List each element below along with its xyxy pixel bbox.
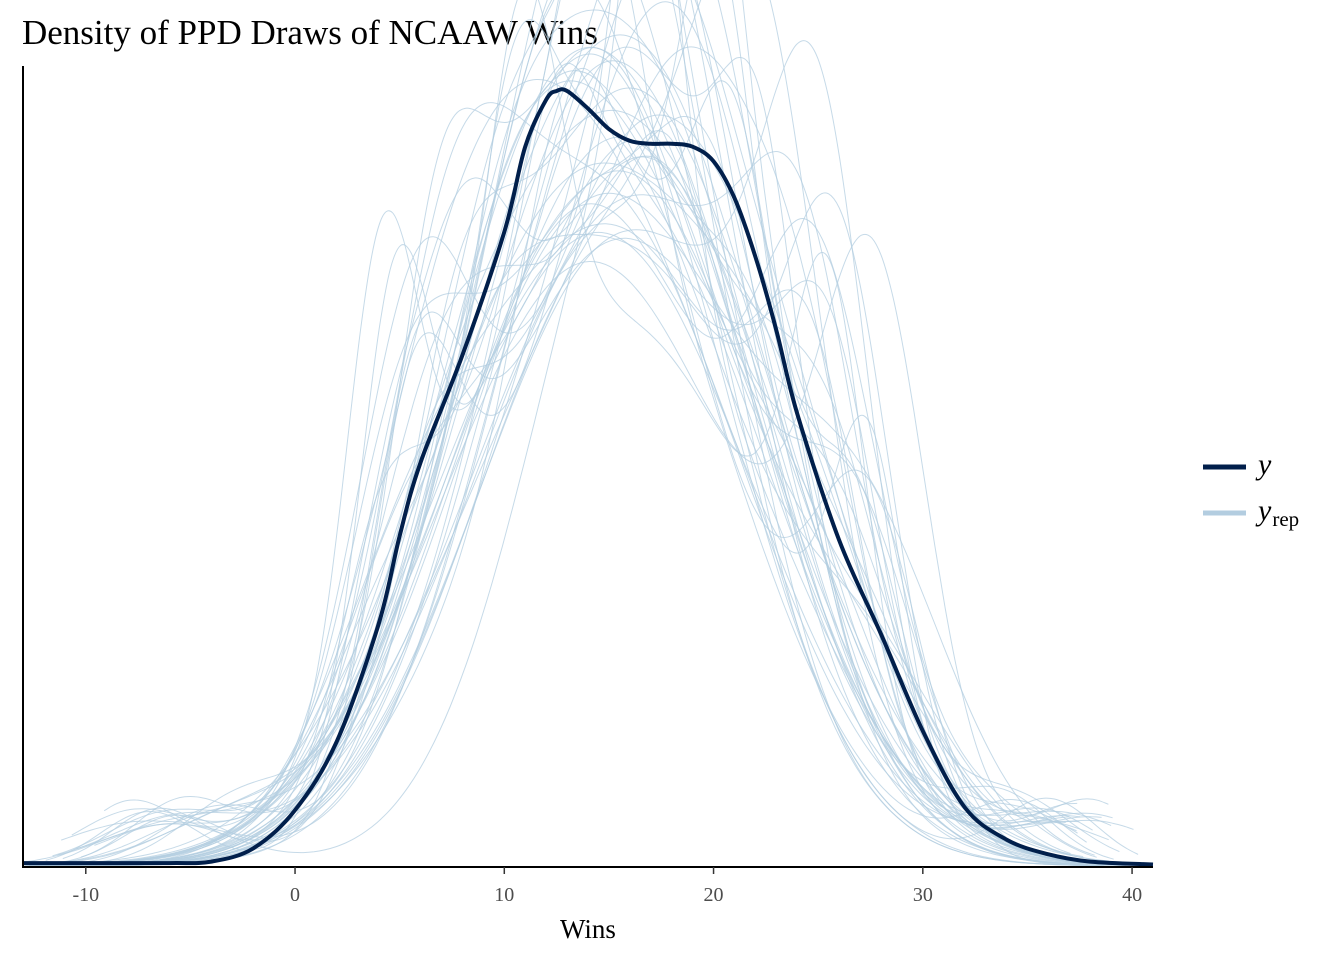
y-rep-line [35, 0, 1113, 866]
y-rep-line [74, 0, 1110, 865]
y-rep-line [79, 54, 1104, 866]
y-rep-line [101, 0, 1126, 866]
legend-label-yrep: yrep [1255, 494, 1299, 531]
y-rep-lines [25, 0, 1151, 866]
y-rep-line [101, 35, 1084, 865]
y-rep-line [33, 81, 1069, 865]
legend: y yrep [1203, 448, 1299, 531]
y-rep-line [59, 0, 1137, 864]
y-rep-line [44, 47, 1111, 865]
x-tick-label: 0 [290, 884, 300, 906]
y-rep-line [62, 68, 1077, 865]
x-tick-label: 40 [1122, 884, 1142, 906]
y-rep-line [66, 2, 1112, 866]
legend-label-yrep-main: y [1255, 494, 1272, 527]
y-rep-line [97, 163, 1112, 863]
y-rep-line [77, 116, 1071, 853]
chart-title: Density of PPD Draws of NCAAW Wins [22, 13, 598, 52]
y-rep-line [98, 234, 1134, 863]
y-rep-line [44, 193, 1080, 866]
legend-label-y: y [1255, 448, 1272, 481]
x-axis-ticks: -10 0 10 20 30 40 [72, 867, 1142, 906]
x-tick-label: -10 [72, 884, 99, 906]
y-rep-line [104, 20, 1109, 865]
x-tick-label: 10 [494, 884, 514, 906]
x-tick-label: 20 [704, 884, 724, 906]
y-rep-line [53, 171, 1131, 864]
y-rep-line [25, 47, 1092, 862]
y-observed-line [23, 89, 1153, 864]
y-rep-line [46, 141, 1103, 866]
x-axis-label: Wins [560, 914, 616, 944]
y-rep-line [61, 0, 1086, 842]
y-rep-line [97, 63, 1101, 865]
x-tick-label: 30 [913, 884, 933, 906]
y-observed-line-group [23, 89, 1153, 864]
y-rep-line [35, 47, 1071, 865]
legend-label-yrep-subscript: rep [1272, 507, 1299, 531]
